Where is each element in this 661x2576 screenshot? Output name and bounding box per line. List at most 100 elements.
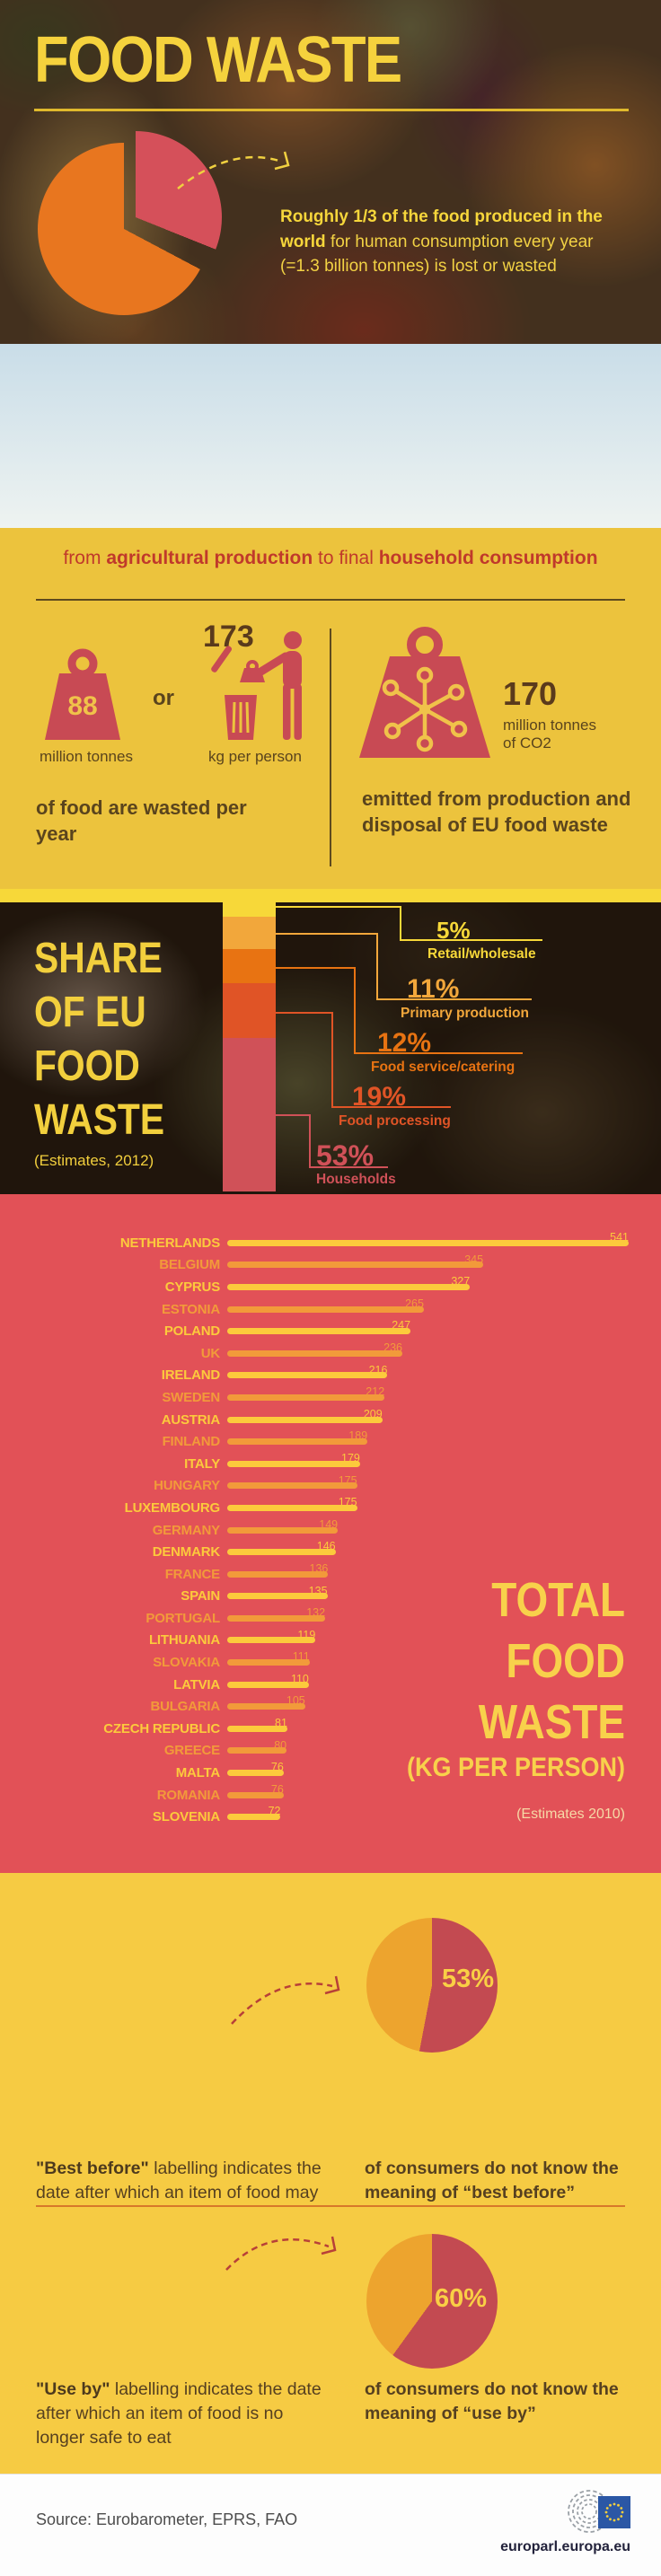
country-bar [227, 1526, 339, 1534]
share-bar-segment [223, 983, 276, 1039]
share-percent-value: 11% [407, 974, 459, 1004]
country-bar [227, 1637, 316, 1644]
chain-band-segment: from [63, 548, 107, 568]
share-bar-segment [223, 1038, 276, 1191]
share-bar-segment [223, 902, 276, 918]
use-by-pie: 60% [366, 2234, 498, 2369]
country-bar [227, 1283, 471, 1290]
use-by-pie-label: 60% [435, 2284, 488, 2313]
country-bar-track: 76 [227, 1761, 629, 1784]
hero-section: FOOD WASTE Roughly 1/3 of the food produ… [0, 0, 661, 344]
country-bar-track: 541 [227, 1231, 629, 1254]
share-callout-line [276, 1114, 388, 1168]
european-parliament-logo [555, 2485, 634, 2542]
co2-unit: million tonnes of CO2 [503, 717, 596, 752]
share-callout-line [276, 906, 542, 941]
country-bar [227, 1747, 287, 1754]
country-label: HUNGARY [154, 1478, 220, 1494]
stats-vertical-divider [330, 629, 331, 866]
world-loss-pie-wasted-slice [49, 131, 222, 303]
chain-band-text: from agricultural production to final ho… [0, 548, 661, 569]
chain-band-segment: agricultural production [106, 548, 313, 568]
country-title-line: WASTE [478, 1695, 625, 1749]
country-row: ROMANIA 76 [36, 1783, 629, 1807]
country-label: FINLAND [162, 1434, 221, 1450]
waste-caption: of food are wasted per year [36, 796, 247, 845]
country-value: 111 [292, 1650, 310, 1664]
share-title-line: SHARE [34, 935, 163, 982]
country-value: 119 [297, 1628, 316, 1641]
country-label: GREECE [163, 1743, 220, 1759]
country-label: CZECH REPUBLIC [103, 1720, 220, 1736]
country-row: SLOVENIA 72 [36, 1805, 629, 1828]
country-value: 149 [319, 1517, 339, 1531]
co2-value: 170 [503, 675, 558, 712]
country-row: FINLAND 189 [36, 1429, 629, 1453]
share-category-label: Retail/wholesale [427, 946, 536, 962]
country-value: 216 [368, 1363, 388, 1376]
best-before-section: BEST BEFORE 31/12/2024 53% "Best before"… [0, 1873, 661, 2251]
country-row: ESTONIA 265 [36, 1297, 629, 1321]
share-category-label: Food service/catering [371, 1059, 515, 1075]
best-before-arrow [231, 1975, 340, 2025]
share-title-line: WASTE [34, 1096, 165, 1144]
share-callout-line [276, 933, 532, 1000]
share-stacked-bar [223, 902, 276, 1191]
country-chart-subtitle: (KG PER PERSON) [406, 1753, 625, 1782]
country-bar-track: 247 [227, 1319, 629, 1342]
source-text: Source: Eurobarometer, EPRS, FAO [36, 2510, 298, 2528]
hero-fact-text: Roughly 1/3 of the food produced in the … [280, 205, 614, 279]
country-row: GREECE 80 [36, 1738, 629, 1763]
country-bar-track: 135 [227, 1585, 629, 1608]
country-bar-track: 327 [227, 1275, 629, 1298]
hero-fact-bold: Roughly 1/3 of the food produced in the … [280, 207, 603, 251]
country-bar-track: 111 [227, 1650, 629, 1674]
country-value: 175 [338, 1473, 357, 1487]
country-row: LATVIA 110 [36, 1673, 629, 1696]
country-label: FRANCE [164, 1566, 221, 1582]
country-label: NETHERLANDS [119, 1235, 220, 1251]
country-row: SPAIN 135 [36, 1585, 629, 1608]
country-bar-track: 72 [227, 1805, 629, 1828]
country-value: 212 [366, 1385, 385, 1399]
country-bar-track: 149 [227, 1517, 629, 1542]
share-category-label: Households [316, 1172, 396, 1187]
country-bar-track: 81 [227, 1717, 629, 1740]
country-value: 146 [316, 1540, 336, 1553]
country-row: ITALY 179 [36, 1452, 629, 1475]
per-person-unit: kg per person [208, 748, 302, 765]
eu-section: IN THE EU (Estimates, 2012) FOOD IS LOST… [0, 344, 661, 872]
use-by-desc-rest: labelling indicates the date after which… [36, 2379, 322, 2448]
share-percent-value: 19% [352, 1082, 406, 1112]
best-before-pie: 53% [366, 1918, 498, 2053]
best-before-pie-label: 53% [442, 1965, 495, 1993]
country-bar [227, 1570, 329, 1578]
share-percent-value: 53% [316, 1139, 374, 1172]
country-value: 327 [451, 1275, 471, 1288]
country-row: PORTUGAL 132 [36, 1606, 629, 1630]
country-value: 541 [610, 1231, 629, 1244]
share-title-line: FOOD [34, 1042, 140, 1090]
country-bar-track: 136 [227, 1562, 629, 1586]
country-label: ITALY [184, 1455, 220, 1472]
person-trash-icon [199, 629, 321, 748]
country-value: 175 [338, 1496, 357, 1509]
country-label: SLOVENIA [152, 1809, 220, 1825]
page-title: FOOD WASTE [34, 24, 402, 96]
country-bar [227, 1659, 310, 1666]
share-percent-value: 5% [436, 917, 471, 944]
country-bar-track: 345 [227, 1253, 629, 1277]
country-bar-track: 265 [227, 1297, 629, 1321]
country-bar [227, 1770, 284, 1777]
co2-unit-line2: of CO2 [503, 734, 551, 752]
country-value: 80 [274, 1738, 287, 1752]
country-value: 81 [275, 1717, 287, 1730]
gold-highlight-strip [0, 889, 661, 902]
country-row: LUXEMBOURG 175 [36, 1496, 629, 1519]
share-subtitle: (Estimates, 2012) [34, 1152, 154, 1169]
country-row: HUNGARY 175 [36, 1473, 629, 1498]
use-by-stat: of consumers do not know the meaning of … [365, 2379, 619, 2423]
country-bar [227, 1703, 305, 1710]
country-value: 72 [268, 1805, 281, 1818]
country-bar-track: 110 [227, 1673, 629, 1696]
